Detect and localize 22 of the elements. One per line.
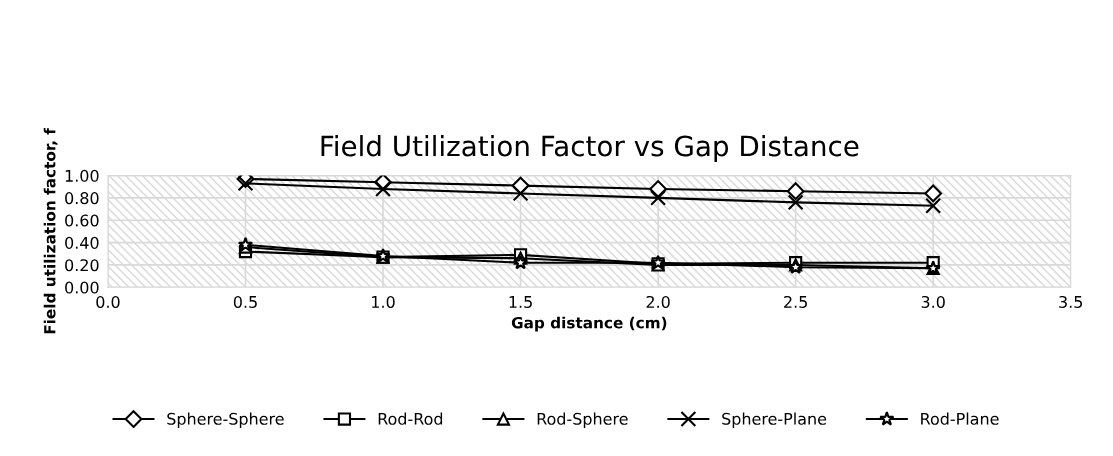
x-tick-label: 3.5 [1059, 295, 1083, 308]
y-tick-label: 0.60 [65, 214, 99, 227]
x-tick-label: 1.0 [372, 295, 395, 308]
y-tick-label: 0.20 [65, 259, 99, 272]
x-tick-label: 2.5 [784, 295, 807, 308]
chart-title: Field Utilization Factor vs Gap Distance [321, 135, 859, 162]
legend-label: Sphere-Plane [722, 412, 827, 428]
x-tick-label: 0.0 [96, 295, 120, 308]
legend-label: Sphere-Sphere [167, 412, 284, 428]
x-tick-label: 1.5 [509, 296, 532, 308]
y-axis-title: Field utilization factor, f [43, 127, 58, 334]
y-tick-label: 0.40 [65, 236, 99, 249]
x-tick-label: 2.0 [646, 295, 670, 308]
x-axis-title: Gap distance (cm) [511, 316, 667, 332]
y-tick-label: 0.00 [65, 281, 99, 294]
legend-label: Rod-Plane [921, 412, 999, 425]
x-tick-label: 3.0 [921, 295, 945, 308]
y-tick-label: 1.00 [65, 169, 99, 182]
x-tick-label: 0.5 [233, 295, 257, 308]
legend-label: Rod-Sphere [537, 412, 628, 428]
y-tick-label: 0.80 [65, 192, 99, 205]
legend-label: Rod-Rod [378, 412, 443, 425]
